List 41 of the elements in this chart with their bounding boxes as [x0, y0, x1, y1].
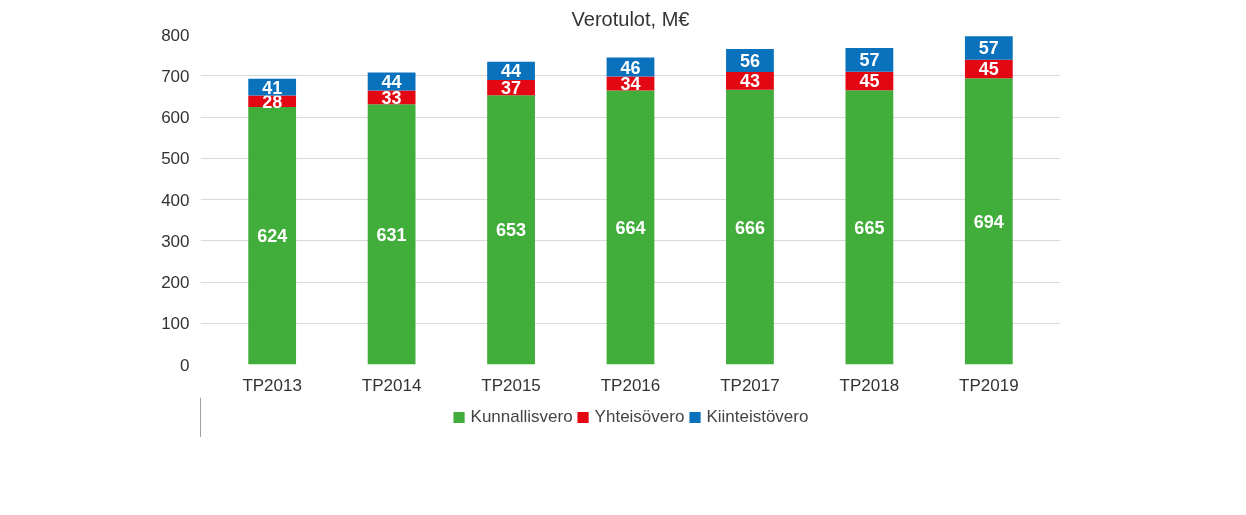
chart-title: Verotulot, M€ [571, 7, 690, 30]
data-label: 43 [739, 71, 760, 92]
bar [606, 90, 655, 365]
y-tick-label: 0 [180, 355, 190, 375]
data-label: 45 [978, 59, 999, 80]
legend-label: Kiinteistövero [706, 407, 809, 427]
legend-label: Kunnallisvero [470, 407, 573, 427]
data-label: 56 [739, 50, 760, 71]
y-tick-label: 500 [161, 149, 190, 169]
bar [248, 107, 297, 365]
data-label: 45 [859, 71, 880, 92]
y-tick-label: 400 [161, 190, 190, 210]
y-tick-label: 100 [161, 314, 190, 334]
bar [845, 90, 894, 365]
data-label: 694 [973, 211, 1004, 232]
x-tick-label: TP2016 [600, 375, 661, 395]
x-tick-label: TP2014 [361, 375, 422, 395]
y-tick-label: 200 [161, 273, 190, 292]
bar [487, 95, 535, 365]
x-tick-label: TP2019 [959, 375, 1019, 395]
data-label: 631 [376, 224, 407, 245]
data-label: 664 [615, 218, 646, 239]
bar [367, 104, 416, 365]
data-label: 57 [859, 50, 880, 71]
data-label: 665 [854, 217, 885, 238]
y-tick-label: 800 [161, 25, 190, 45]
x-tick-label: TP2017 [720, 375, 780, 395]
data-label: 33 [381, 87, 402, 108]
data-label: 624 [257, 226, 288, 247]
bar [964, 78, 1013, 365]
x-tick-label: TP2018 [839, 375, 900, 395]
data-label: 57 [978, 38, 999, 59]
data-label: 666 [734, 217, 765, 238]
y-tick-label: 600 [161, 108, 190, 127]
legend-label: Yhteisövero [594, 407, 685, 427]
y-tick-label: 300 [161, 231, 190, 251]
x-tick-label: TP2013 [242, 375, 302, 395]
data-label: 653 [496, 220, 527, 241]
bar [726, 89, 774, 365]
x-tick-label: TP2015 [481, 375, 541, 395]
y-tick-label: 700 [161, 66, 190, 86]
